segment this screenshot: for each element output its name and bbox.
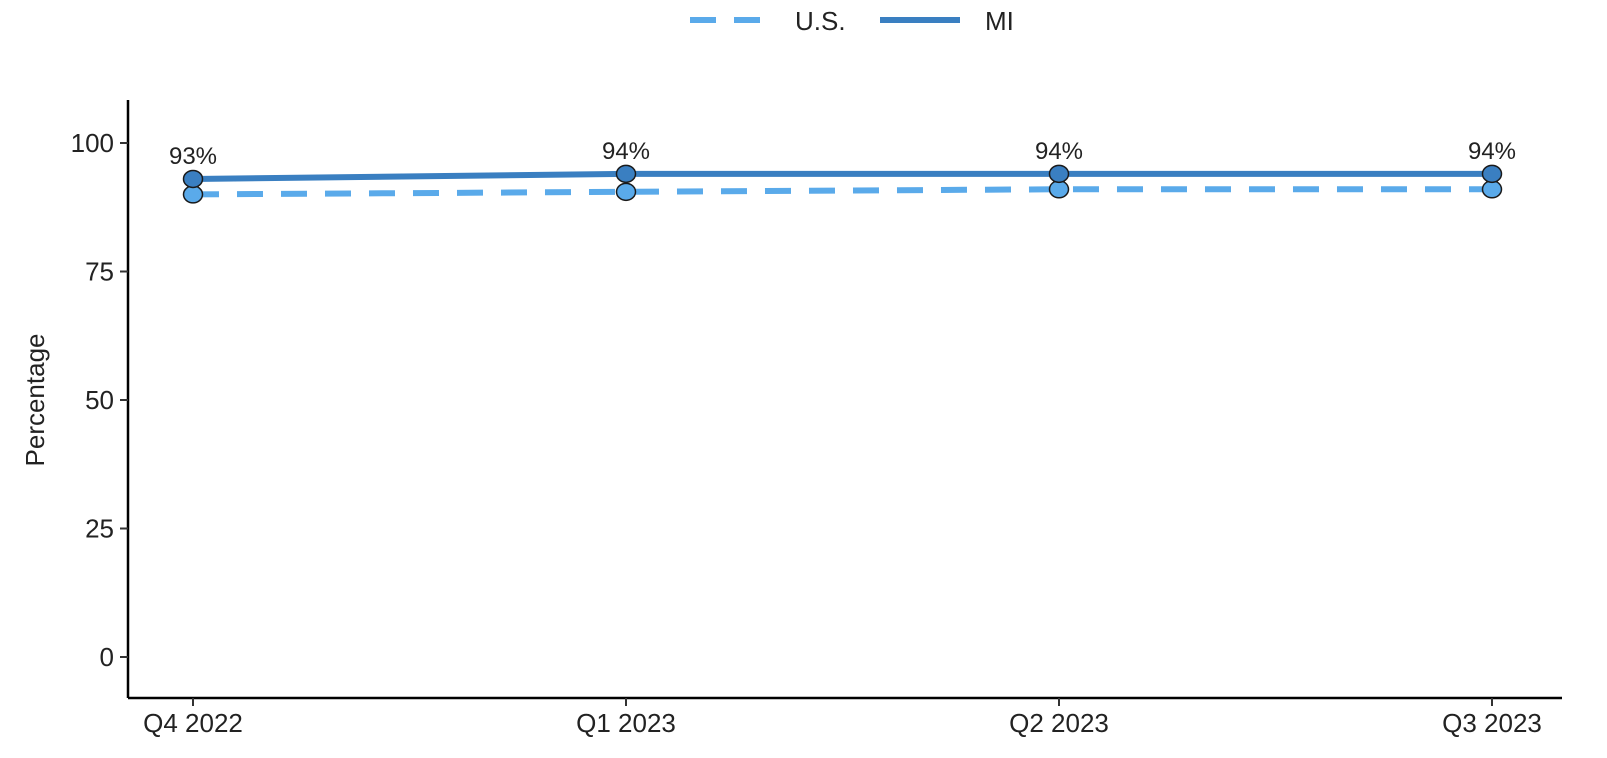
legend-label: MI <box>985 6 1014 36</box>
data-point <box>1048 164 1070 184</box>
legend: U.S. MI <box>690 6 1014 36</box>
y-tick-label: 100 <box>71 128 114 158</box>
x-tick-label: Q1 2023 <box>576 708 676 738</box>
y-axis-title: Percentage <box>20 334 50 467</box>
data-point <box>182 185 204 204</box>
data-label: 94% <box>1468 138 1516 165</box>
axes: 0 25 50 75 100 Q4 2022 Q1 2023 Q2 2023 Q3 2023 <box>71 100 1562 738</box>
series-layer <box>182 164 1503 204</box>
y-tick-label: 50 <box>85 385 114 415</box>
data-label: 94% <box>1035 138 1083 165</box>
legend-label: U.S. <box>795 6 846 36</box>
series-line-mi <box>192 170 1492 182</box>
y-tick-label: 75 <box>85 257 114 287</box>
data-point <box>1481 164 1503 184</box>
series-line-u-s- <box>192 186 1492 198</box>
x-tick-label: Q2 2023 <box>1009 708 1109 738</box>
y-tick-label: 0 <box>100 642 114 672</box>
data-label: 93% <box>169 143 217 170</box>
data-point <box>615 164 637 184</box>
data-point <box>182 169 204 189</box>
data-labels: 93% 94% 94% 94% <box>169 138 1516 170</box>
data-point <box>615 182 637 202</box>
data-point <box>1481 180 1503 199</box>
x-tick-label: Q3 2023 <box>1442 708 1542 738</box>
y-tick-label: 25 <box>85 514 114 544</box>
data-label: 94% <box>602 138 650 165</box>
x-tick-label: Q4 2022 <box>143 708 243 738</box>
data-point <box>1048 180 1070 199</box>
